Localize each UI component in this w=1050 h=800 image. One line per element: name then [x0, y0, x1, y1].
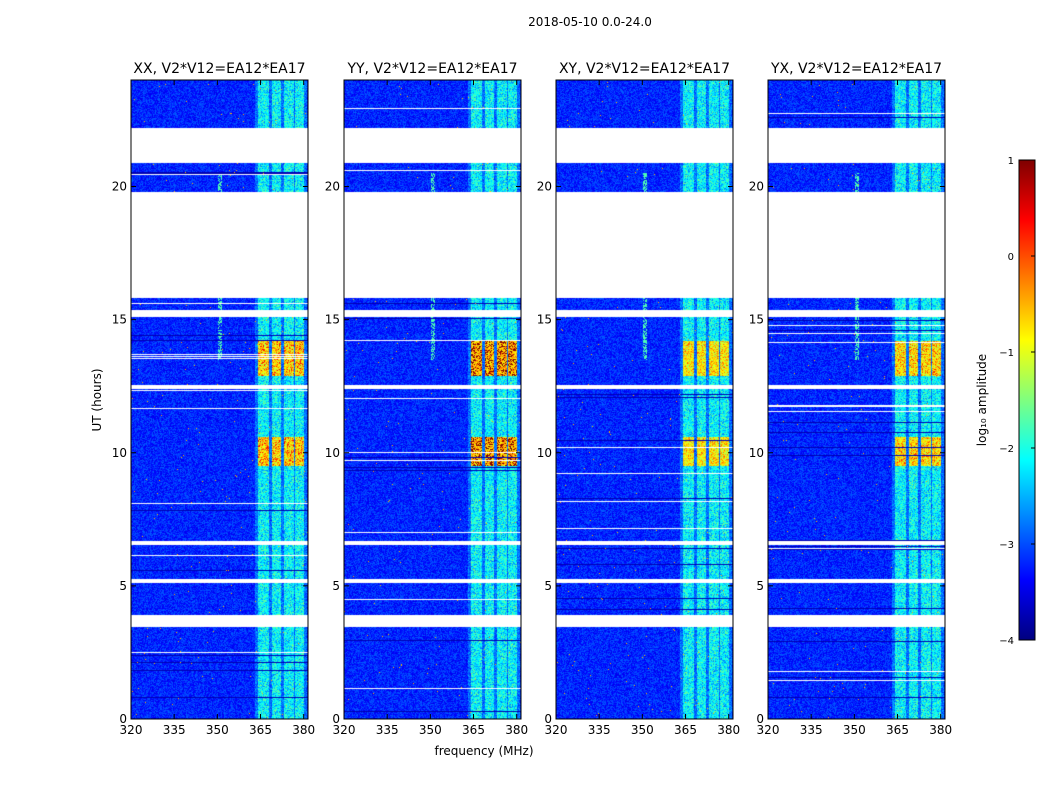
- x-tick-label: 335: [376, 723, 399, 737]
- y-tick-label: 20: [112, 180, 127, 194]
- x-tick-label: 365: [886, 723, 909, 737]
- x-tick-label: 380: [717, 723, 740, 737]
- y-tick-label: 0: [756, 712, 764, 726]
- heatmap-image-1: [131, 80, 308, 719]
- panel-3: XY, V2*V12=EA12*EA17 320 335 350 365 380 0 5 10 1…: [537, 61, 740, 737]
- y-tick-label: 0: [332, 712, 340, 726]
- x-tick-label: 380: [505, 723, 528, 737]
- x-tick-label: 350: [843, 723, 866, 737]
- x-tick-label: 380: [292, 723, 315, 737]
- colorbar: 1 0 −1 −2 −3 −4 log₁₀ amplitude: [975, 156, 1036, 647]
- panel-title: YY, V2*V12=EA12*EA17: [346, 61, 517, 77]
- colorbar-tick-label: −1: [999, 348, 1014, 359]
- y-tick-label: 5: [544, 579, 552, 593]
- heatmap-image-3: [556, 80, 733, 719]
- heatmap-image-4: [768, 80, 945, 719]
- x-tick-label: 350: [631, 723, 654, 737]
- x-tick-label: 335: [163, 723, 186, 737]
- y-tick-label: 15: [112, 313, 127, 327]
- x-tick-label: 335: [588, 723, 611, 737]
- y-tick-label: 15: [749, 313, 764, 327]
- x-tick-label: 350: [419, 723, 442, 737]
- panel-4: YX, V2*V12=EA12*EA17 320 335 350 365 380 0 5 10 1…: [749, 61, 952, 737]
- y-tick-label: 0: [119, 712, 127, 726]
- panel-2: YY, V2*V12=EA12*EA17 320 335 350 365 380 0 5 10 1…: [325, 61, 528, 737]
- panel-frame: [130, 79, 309, 720]
- y-tick-label: 15: [537, 313, 552, 327]
- y-tick-label: 15: [325, 313, 340, 327]
- colorbar-tick-label: −4: [999, 636, 1014, 647]
- y-tick-label: 0: [544, 712, 552, 726]
- y-tick-label: 10: [325, 446, 340, 460]
- x-tick-label: 380: [929, 723, 952, 737]
- colorbar-tick-label: −2: [999, 444, 1014, 455]
- panel-frame: [767, 79, 946, 720]
- y-tick-label: 20: [537, 180, 552, 194]
- colorbar-label: log₁₀ amplitude: [975, 354, 989, 446]
- figure-suptitle: 2018-05-10 0.0-24.0: [528, 15, 652, 29]
- x-tick-label: 365: [674, 723, 697, 737]
- panel-title: XX, V2*V12=EA12*EA17: [133, 61, 305, 77]
- x-tick-label: 320: [120, 723, 143, 737]
- y-tick-label: 5: [756, 579, 764, 593]
- y-tick-label: 10: [537, 446, 552, 460]
- x-axis-label: frequency (MHz): [434, 744, 533, 758]
- colorbar-gradient: [1018, 159, 1036, 641]
- panel-frame: [555, 79, 734, 720]
- y-tick-label: 10: [749, 446, 764, 460]
- x-tick-label: 320: [545, 723, 568, 737]
- colorbar-tick-label: 0: [1008, 252, 1014, 263]
- x-tick-label: 365: [462, 723, 485, 737]
- x-tick-label: 320: [333, 723, 356, 737]
- x-tick-label: 350: [206, 723, 229, 737]
- x-tick-label: 365: [249, 723, 272, 737]
- y-tick-label: 20: [325, 180, 340, 194]
- heatmap-image-2: [344, 80, 521, 719]
- panel-title: YX, V2*V12=EA12*EA17: [770, 61, 942, 77]
- y-tick-label: 5: [119, 579, 127, 593]
- x-tick-label: 320: [757, 723, 780, 737]
- colorbar-tick-label: −3: [999, 540, 1014, 551]
- panel-frame: [343, 79, 522, 720]
- y-axis-label: UT (hours): [90, 368, 104, 431]
- x-tick-label: 335: [800, 723, 823, 737]
- y-tick-label: 5: [332, 579, 340, 593]
- y-tick-label: 10: [112, 446, 127, 460]
- colorbar-tick-label: 1: [1008, 156, 1014, 167]
- panel-title: XY, V2*V12=EA12*EA17: [559, 61, 730, 77]
- y-tick-label: 20: [749, 180, 764, 194]
- panel-1: XX, V2*V12=EA12*EA17 320 335 350 365 380 0 5 10 1…: [112, 61, 315, 737]
